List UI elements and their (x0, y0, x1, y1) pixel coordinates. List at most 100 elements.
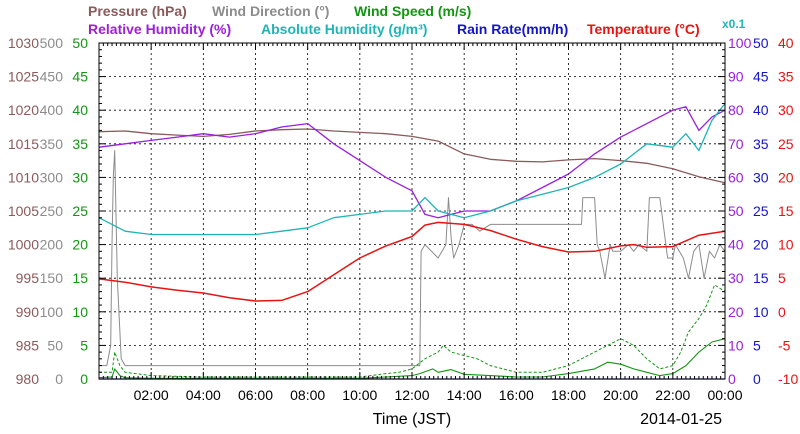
x-axis-labels: 02:00 04:00 06:00 08:00 10:00 12:00 14:00 16:00… (134, 387, 743, 403)
tick-label-wind-speed: 10 (72, 304, 88, 320)
header-pressure: Pressure (hPa) (88, 3, 187, 19)
tick-label-rain-rate: 50 (753, 35, 769, 51)
tick-label-pressure: 1005 (8, 203, 39, 219)
tick-label-rain-rate: 20 (753, 237, 769, 253)
tick-label-humidity: 30 (728, 270, 744, 286)
tick-label-rain-rate: 35 (753, 136, 769, 152)
tick-label-wind-speed: 0 (80, 371, 88, 387)
tick-label-wind-speed: 35 (72, 136, 88, 152)
series-relative-humidity (98, 106, 726, 219)
header-wind-direction: Wind Direction (°) (212, 3, 329, 19)
tick-label-wind-speed: 25 (72, 203, 88, 219)
tick-label-wind-direction: 350 (40, 136, 64, 152)
tick-label-rain-rate: 15 (753, 270, 769, 286)
x-tick-label: 02:00 (134, 387, 169, 403)
tick-label-humidity: 90 (728, 69, 744, 85)
tick-label-rain-rate: 10 (753, 304, 769, 320)
tick-label-pressure: 985 (16, 337, 40, 353)
header-absolute-humidity: Absolute Humidity (g/m³) (261, 21, 427, 37)
tick-label-humidity: 100 (728, 35, 752, 51)
tick-label-pressure: 990 (16, 304, 40, 320)
tick-label-wind-direction: 300 (40, 169, 64, 185)
tick-label-temperature: -10 (778, 371, 798, 387)
chart-date: 2014-01-25 (640, 411, 722, 428)
x-tick-label: 08:00 (290, 387, 325, 403)
tick-label-wind-direction: 250 (40, 203, 64, 219)
tick-label-wind-direction: 150 (40, 270, 64, 286)
tick-label-rain-rate: 45 (753, 69, 769, 85)
tick-label-pressure: 1030 (8, 35, 39, 51)
header-temperature: Temperature (°C) (587, 21, 700, 37)
tick-label-humidity: 70 (728, 136, 744, 152)
tick-label-pressure: 1000 (8, 237, 39, 253)
tick-label-pressure: 995 (16, 270, 40, 286)
tick-label-temperature: 5 (778, 270, 786, 286)
tick-label-wind-speed: 20 (72, 237, 88, 253)
header-relative-humidity: Relative Humidity (%) (88, 21, 231, 37)
x-tick-label: 16:00 (499, 387, 534, 403)
tick-label-pressure: 1015 (8, 136, 39, 152)
tick-label-pressure: 1010 (8, 169, 39, 185)
tick-label-rain-rate: 40 (753, 102, 769, 118)
series-wind-speed-m-s-dashed (99, 284, 726, 378)
tick-label-wind-direction: 100 (40, 304, 64, 320)
tick-label-rain-rate: 0 (753, 371, 761, 387)
series-absolute-humidity-g-m (98, 103, 726, 236)
x-tick-label: 04:00 (186, 387, 221, 403)
series-wind-direction (99, 150, 726, 367)
x-tick-label: 00:00 (707, 387, 742, 403)
tick-label-wind-direction: 500 (40, 35, 64, 51)
tick-label-humidity: 50 (728, 203, 744, 219)
header-wind-speed: Wind Speed (m/s) (354, 3, 471, 19)
right-axis-labels: 1009080706050403020100504540353025201510… (728, 35, 798, 387)
tick-label-wind-speed: 15 (72, 270, 88, 286)
tick-label-wind-speed: 45 (72, 69, 88, 85)
tick-label-temperature: 20 (778, 169, 794, 185)
x-tick-label: 12:00 (394, 387, 429, 403)
series-temperature-c (98, 221, 726, 302)
tick-label-wind-speed: 5 (80, 337, 88, 353)
tick-label-wind-speed: 30 (72, 169, 88, 185)
tick-label-temperature: 30 (778, 102, 794, 118)
x-tick-label: 18:00 (551, 387, 586, 403)
grid (99, 43, 725, 379)
tick-label-wind-direction: 0 (55, 371, 63, 387)
tick-label-humidity: 60 (728, 169, 744, 185)
tick-label-rain-rate: 25 (753, 203, 769, 219)
tick-label-temperature: -5 (778, 337, 791, 353)
tick-label-humidity: 10 (728, 337, 744, 353)
tick-label-wind-direction: 200 (40, 237, 64, 253)
x-tick-label: 22:00 (655, 387, 690, 403)
tick-label-pressure: 1025 (8, 69, 39, 85)
tick-label-wind-speed: 50 (72, 35, 88, 51)
x-tick-label: 14:00 (447, 387, 482, 403)
tick-label-rain-rate: 5 (753, 337, 761, 353)
tick-label-temperature: 25 (778, 136, 794, 152)
left-axis-labels: 1030102510201015101010051000995990985980… (8, 35, 88, 387)
tick-label-temperature: 10 (778, 237, 794, 253)
tick-label-temperature: 0 (778, 304, 786, 320)
tick-label-rain-rate: 30 (753, 169, 769, 185)
x-tick-label: 10:00 (342, 387, 377, 403)
tick-label-humidity: 40 (728, 237, 744, 253)
series-pressure-hpa (98, 128, 726, 184)
tick-label-temperature: 35 (778, 69, 794, 85)
tick-label-pressure: 1020 (8, 102, 39, 118)
tick-label-wind-speed: 40 (72, 102, 88, 118)
header-rain-rate: Rain Rate(mm/h) (457, 21, 568, 37)
tick-label-humidity: 80 (728, 102, 744, 118)
tick-label-temperature: 15 (778, 203, 794, 219)
tick-label-temperature: 40 (778, 35, 794, 51)
x-axis-title: Time (JST) (373, 411, 452, 428)
tick-marks (98, 42, 726, 380)
tick-label-wind-direction: 50 (47, 337, 63, 353)
header-multiplier: x0.1 (722, 17, 746, 31)
chart-headers: Pressure (hPa) Wind Direction (°) Wind S… (88, 3, 746, 37)
tick-label-humidity: 0 (728, 371, 736, 387)
x-tick-label: 06:00 (238, 387, 273, 403)
tick-label-wind-direction: 400 (40, 102, 64, 118)
tick-label-humidity: 20 (728, 304, 744, 320)
tick-label-pressure: 980 (16, 371, 40, 387)
tick-label-wind-direction: 450 (40, 69, 64, 85)
